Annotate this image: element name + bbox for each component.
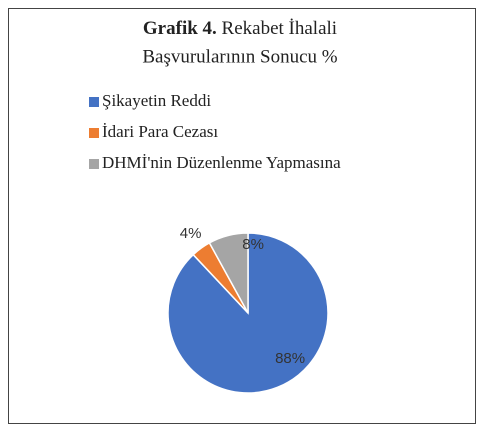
legend-swatch	[89, 128, 99, 138]
pie-slice	[208, 232, 249, 314]
title-label: Grafik 4.	[143, 18, 217, 39]
legend-label: DHMİ'nin Düzenlenme Yapmasına	[102, 153, 341, 172]
legend-label: İdari Para Cezası	[102, 122, 218, 141]
legend-label: Şikayetin Reddi	[102, 91, 211, 110]
data-label: 88%	[275, 350, 305, 367]
chart-title: Grafik 4. Rekabet İhalali	[143, 18, 337, 39]
data-label: 4%	[180, 225, 202, 242]
legend-swatch	[89, 159, 99, 169]
title-text: Rekabet İhalali	[222, 18, 338, 39]
legend-swatch	[89, 97, 99, 107]
data-label: 8%	[242, 236, 264, 253]
chart-title: Başvurularının Sonucu %	[142, 46, 337, 67]
